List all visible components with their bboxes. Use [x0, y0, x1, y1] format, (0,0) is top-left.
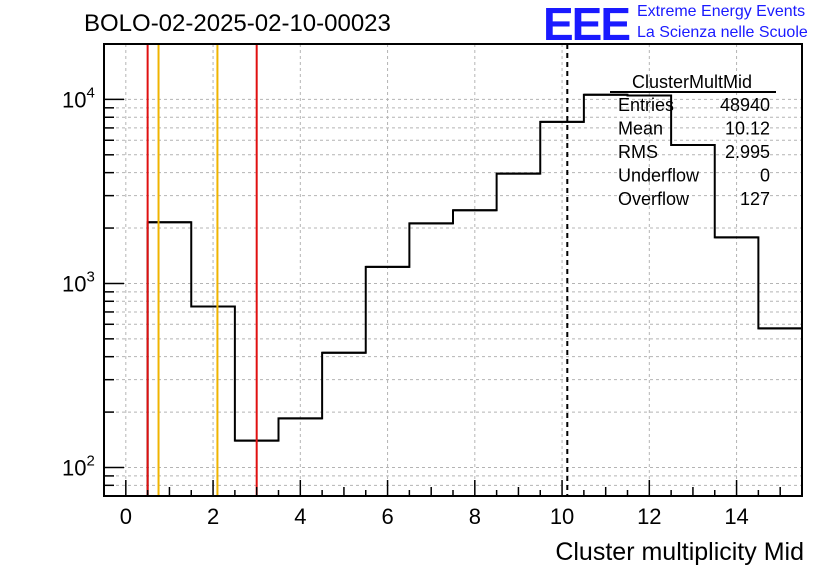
- stats-label: Underflow: [618, 166, 700, 186]
- grid-lines: [104, 43, 802, 497]
- y-tick-label: 104: [62, 84, 95, 112]
- logo-line-1: Extreme Energy Events: [637, 3, 806, 20]
- histogram-series: [146, 93, 802, 496]
- x-tick-label: 4: [294, 504, 306, 529]
- x-tick-label: 2: [207, 504, 219, 529]
- x-tick-label: 6: [381, 504, 393, 529]
- stats-label: Entries: [618, 95, 674, 115]
- y-tick-exponent: 4: [86, 84, 94, 101]
- x-axis-label: Cluster multiplicity Mid: [555, 538, 804, 566]
- stats-box: ClusterMultMid Entries 48940 Mean 10.12 RMS 2.…: [610, 72, 776, 209]
- x-tick-label: 0: [120, 504, 132, 529]
- stats-value: 127: [740, 189, 770, 209]
- axes: 0 2 4 6 8 10 12 14 102 103 104: [62, 43, 803, 529]
- stats-value: 2.995: [725, 142, 770, 162]
- stats-label: Overflow: [618, 189, 690, 209]
- run-title: BOLO-02-2025-02-10-00023: [84, 10, 391, 37]
- y-tick-label: 103: [62, 268, 95, 296]
- stats-title: ClusterMultMid: [632, 72, 752, 92]
- stats-value: 48940: [720, 95, 770, 115]
- logo-line-2: La Scienza nelle Scuole: [637, 24, 808, 41]
- y-tick-label: 102: [62, 452, 95, 480]
- y-tick-exponent: 2: [86, 452, 94, 469]
- plot-border: [103, 43, 803, 497]
- stats-label: Mean: [618, 119, 663, 139]
- stats-label: RMS: [618, 142, 658, 162]
- x-tick-label: 14: [724, 504, 748, 529]
- x-tick-label: 10: [550, 504, 574, 529]
- x-tick-label: 12: [637, 504, 661, 529]
- x-tick-label: 8: [469, 504, 481, 529]
- marker-lines: [146, 44, 569, 496]
- stats-value: 0: [760, 166, 770, 186]
- stats-value: 10.12: [725, 119, 770, 139]
- eee-logo: EEE: [543, 0, 631, 50]
- plot-frame: [103, 43, 803, 497]
- y-tick-exponent: 3: [86, 268, 94, 285]
